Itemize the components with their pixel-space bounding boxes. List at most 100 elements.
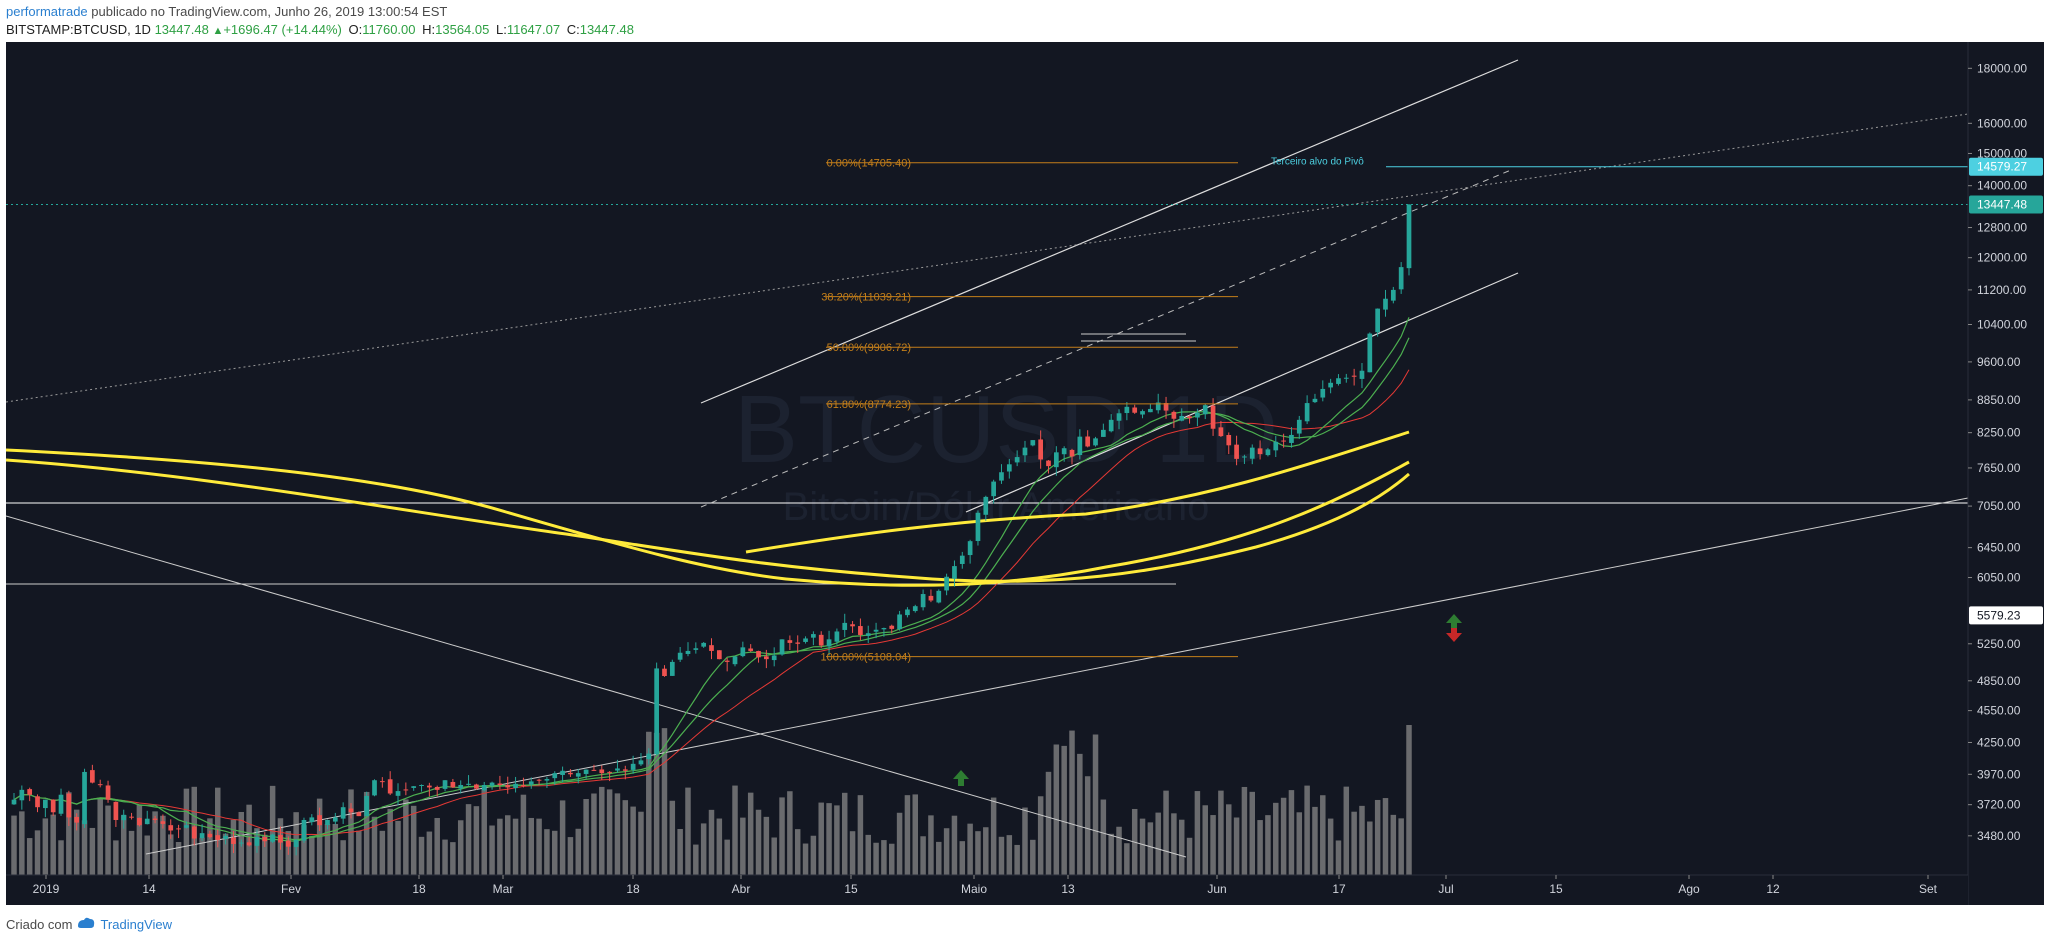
candle-body [497, 783, 503, 786]
candle-body [811, 634, 816, 638]
candle-body [1242, 456, 1247, 458]
candle-body [1336, 378, 1341, 384]
tradingview-brand[interactable]: TradingView [100, 916, 173, 932]
candle-body [348, 808, 354, 813]
candle-body [74, 816, 80, 823]
volume-bar [363, 791, 370, 875]
candle-body [66, 793, 72, 818]
open-label: O: [348, 22, 363, 37]
volume-bar [1390, 814, 1397, 875]
candle-body [1061, 448, 1067, 455]
price-tick-label: 3970.00 [1977, 767, 2021, 781]
candle-body [1077, 436, 1083, 456]
author-name[interactable]: performatrade [6, 4, 88, 19]
watermark-description: Bitcoin/Dólar Americano [783, 485, 1210, 529]
volume-bar [983, 827, 989, 875]
price-tick-label: 7650.00 [1977, 461, 2021, 475]
volume-bar [841, 792, 848, 875]
candle-body [168, 825, 174, 831]
candle-body [474, 784, 479, 789]
symbol-label[interactable]: BITSTAMP:BTCUSD, 1D [6, 22, 151, 37]
volume-bar [1061, 745, 1067, 875]
volume-bar [834, 805, 840, 875]
candle-body [395, 791, 401, 796]
volume-bar [1406, 725, 1412, 875]
volume-bar [575, 828, 582, 875]
volume-bar [1218, 790, 1224, 875]
candle-body [536, 779, 542, 781]
volume-bar [269, 785, 276, 875]
volume-bar [1327, 818, 1334, 875]
candle-body [191, 826, 197, 839]
volume-bar [58, 840, 64, 875]
candle-body [1163, 402, 1169, 411]
time-tick-label: Set [1919, 882, 1938, 896]
candle-body [544, 779, 550, 781]
volume-bar [700, 823, 707, 875]
volume-bar [1398, 818, 1404, 875]
ma-yellow-mid-line [6, 458, 1410, 583]
green-up-arrow-icon [953, 770, 969, 786]
volume-bar [567, 837, 574, 875]
candle-body [1006, 464, 1012, 472]
volume-bar [552, 830, 558, 875]
volume-bar [559, 800, 566, 875]
time-axis[interactable] [6, 875, 1968, 905]
candle-body [11, 799, 17, 805]
volume-bar [97, 798, 103, 875]
volume-bar [1077, 753, 1083, 875]
volume-bar [677, 828, 683, 875]
volume-bar [1108, 833, 1114, 875]
volume-bar [1139, 818, 1146, 875]
volume-bar [473, 806, 480, 875]
volume-bar [732, 785, 738, 875]
candle-body [1093, 438, 1098, 446]
volume-bar [763, 816, 770, 875]
fib-level-label: 100.00%(5108.04) [820, 652, 911, 664]
volume-bar [356, 830, 362, 875]
price-tick-label: 11200.00 [1977, 283, 2026, 297]
candle-body [967, 541, 973, 556]
volume-bar [73, 809, 80, 875]
close-value: 13447.48 [579, 22, 634, 37]
candle-body [113, 801, 119, 820]
candle-body [928, 595, 934, 601]
volume-bar [105, 805, 111, 875]
volume-bar [779, 797, 785, 875]
red-down-arrow-icon [1446, 628, 1462, 642]
volume-bar [787, 791, 793, 875]
price-axis[interactable] [1968, 42, 2044, 905]
candle-body [795, 642, 801, 644]
candle-body [1265, 449, 1271, 456]
candle-body [881, 628, 887, 630]
chart-frame[interactable]: BTCUSD 1D Bitcoin/Dólar Americano 0.00%(1… [6, 42, 2044, 905]
volume-bar [873, 842, 879, 875]
volume-bar [646, 731, 652, 875]
candle-body [936, 590, 942, 603]
candle-body [1124, 406, 1130, 414]
volume-bar [818, 802, 824, 875]
volume-bar [536, 818, 542, 875]
last-price: 13447.48 [154, 22, 209, 37]
candle-body [1030, 440, 1036, 446]
tradingview-logo-icon[interactable] [76, 916, 96, 933]
candle-body [842, 622, 848, 630]
volume-bar [160, 815, 166, 875]
volume-bar [1233, 817, 1240, 875]
volume-bar [810, 835, 817, 875]
candle-body [270, 834, 275, 842]
volume-bar [802, 843, 809, 875]
volume-bar [434, 817, 440, 875]
volume-bar [857, 795, 864, 875]
candle-body [42, 799, 48, 809]
candle-body [732, 656, 738, 665]
volume-bar [120, 815, 127, 875]
fib-level-label: 0.00%(14705.40) [827, 158, 911, 170]
volume-bar [1194, 791, 1201, 875]
candle-body [82, 771, 87, 825]
candle-body [1140, 411, 1145, 415]
candle-body [262, 837, 268, 842]
volume-bar [1053, 744, 1060, 875]
created-with-label: Criado com [6, 916, 73, 932]
